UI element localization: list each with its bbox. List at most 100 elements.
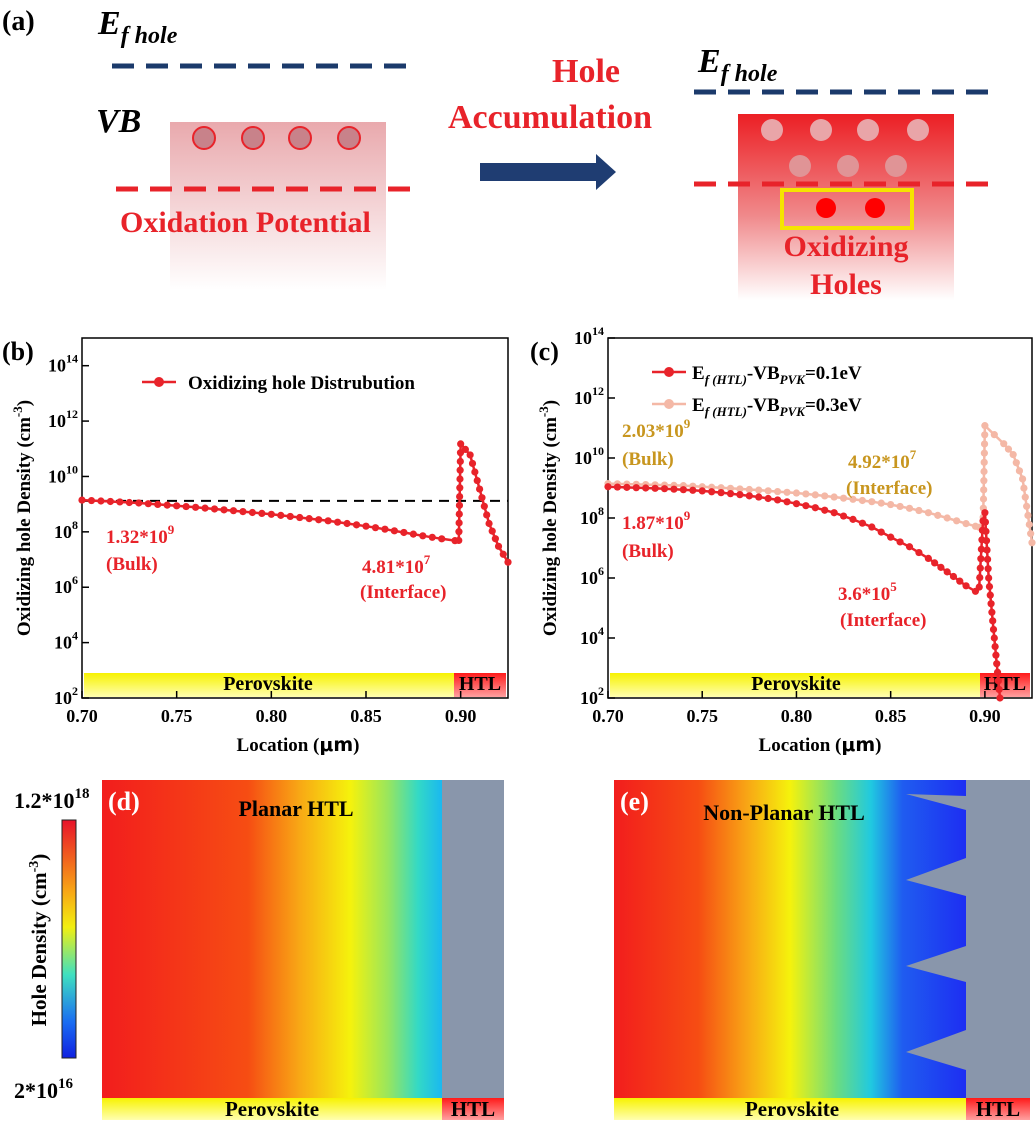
data-point	[993, 668, 1002, 676]
data-point	[896, 502, 904, 511]
data-point	[839, 512, 848, 520]
data-point	[258, 509, 266, 517]
data-point	[839, 494, 848, 502]
data-point	[983, 555, 992, 563]
perovskite-bar-label-e: Perovskite	[745, 1097, 839, 1121]
data-point	[642, 484, 650, 492]
red-interface-word-c: (Interface)	[840, 610, 927, 631]
hole-circle	[857, 119, 879, 141]
orange-interface-word-c: (Interface)	[846, 478, 933, 499]
y-tick-label: 106	[54, 573, 78, 597]
data-point	[144, 500, 152, 508]
data-point	[456, 475, 464, 483]
x-axis-ticks-b: 0.70 0.75 0.80 0.85 0.90	[66, 691, 476, 726]
data-point	[975, 583, 983, 591]
data-point	[371, 524, 380, 532]
orange-interface-value-c: 4.92*107	[848, 447, 917, 473]
interface-value-b: 4.81*107	[362, 552, 431, 578]
data-point	[717, 489, 725, 497]
data-point	[476, 485, 484, 493]
x-tick-label: 0.75	[686, 706, 718, 726]
data-point	[792, 489, 801, 497]
data-point	[182, 502, 190, 511]
data-point	[977, 555, 985, 563]
htl-region-e	[906, 780, 1030, 1098]
y-tick-label: 104	[54, 629, 78, 653]
data-point	[877, 499, 885, 507]
data-point	[994, 677, 1002, 685]
y-axis-label-b: Oxidizing hole Density (cm-3)	[10, 400, 35, 636]
oxidation-potential-label: Oxidation Potential	[120, 206, 371, 239]
x-axis-label-b: Location (μm)	[237, 734, 360, 756]
data-point	[456, 457, 464, 466]
data-point	[877, 528, 885, 536]
data-point	[726, 484, 735, 492]
x-tick-label: 0.90	[969, 706, 1001, 726]
data-point	[980, 486, 988, 494]
data-point	[811, 491, 819, 499]
orange-bulk-value-c: 2.03*109	[622, 416, 691, 442]
panel-e: (e) Non-Planar HTL Perovskite HTL	[614, 780, 1030, 1121]
panel-d-label: (d)	[108, 787, 140, 816]
data-point	[983, 546, 991, 554]
red-bulk-word-c: (Bulk)	[622, 541, 674, 562]
data-point	[689, 486, 697, 494]
data-point	[755, 493, 763, 501]
data-point	[679, 486, 687, 494]
data-point	[976, 573, 984, 582]
data-point	[858, 519, 867, 527]
data-point	[201, 504, 209, 512]
data-point	[943, 514, 951, 522]
data-point	[980, 477, 988, 485]
data-point	[296, 513, 304, 522]
htl-bar-b	[454, 673, 506, 697]
data-point	[409, 530, 417, 538]
data-point	[985, 582, 994, 591]
red-bulk-value-c: 1.87*109	[622, 508, 691, 534]
data-point	[905, 543, 914, 551]
valence-band-left	[170, 122, 386, 290]
data-point	[305, 515, 313, 523]
y-tick-label: 1012	[48, 407, 78, 431]
plot-frame-b	[81, 337, 509, 699]
data-point	[504, 558, 512, 566]
data-point	[976, 564, 984, 572]
data-point	[163, 501, 171, 509]
data-point	[494, 542, 503, 550]
y-axis-label-c: Oxidizing hole Density (cm-3)	[536, 400, 561, 636]
perovskite-bar-b	[84, 673, 454, 697]
data-point	[984, 565, 992, 573]
arrow-title-line1: Hole	[552, 53, 620, 90]
data-point	[943, 568, 951, 576]
data-point	[455, 536, 463, 545]
hole-circle	[810, 119, 832, 141]
hole-circle	[837, 155, 859, 177]
y-tick-label: 108	[54, 518, 78, 542]
data-point	[989, 625, 998, 634]
data-point	[623, 483, 631, 491]
data-point	[981, 509, 989, 517]
y-tick-label: 1010	[574, 444, 604, 468]
data-point	[962, 520, 970, 528]
data-point	[953, 517, 961, 525]
data-point	[937, 563, 945, 571]
data-point	[1024, 511, 1032, 519]
data-point	[764, 487, 772, 495]
data-point	[456, 466, 464, 474]
data-point	[478, 494, 486, 502]
data-point	[87, 496, 96, 505]
data-point	[604, 483, 612, 491]
ef-right-label: Ef hole	[697, 43, 778, 87]
data-point	[632, 484, 640, 492]
series-c	[604, 422, 1036, 702]
data-point	[990, 431, 998, 439]
data-point	[125, 498, 133, 507]
data-point	[991, 642, 999, 651]
data-point	[334, 518, 342, 526]
hole-circle	[885, 155, 907, 177]
data-point	[315, 516, 323, 524]
panel-d: (d) Planar HTL Perovskite HTL	[102, 780, 504, 1121]
heatmap-perovskite-d	[102, 780, 442, 1098]
data-point	[1012, 459, 1020, 467]
panel-a-label: (a)	[2, 6, 35, 37]
